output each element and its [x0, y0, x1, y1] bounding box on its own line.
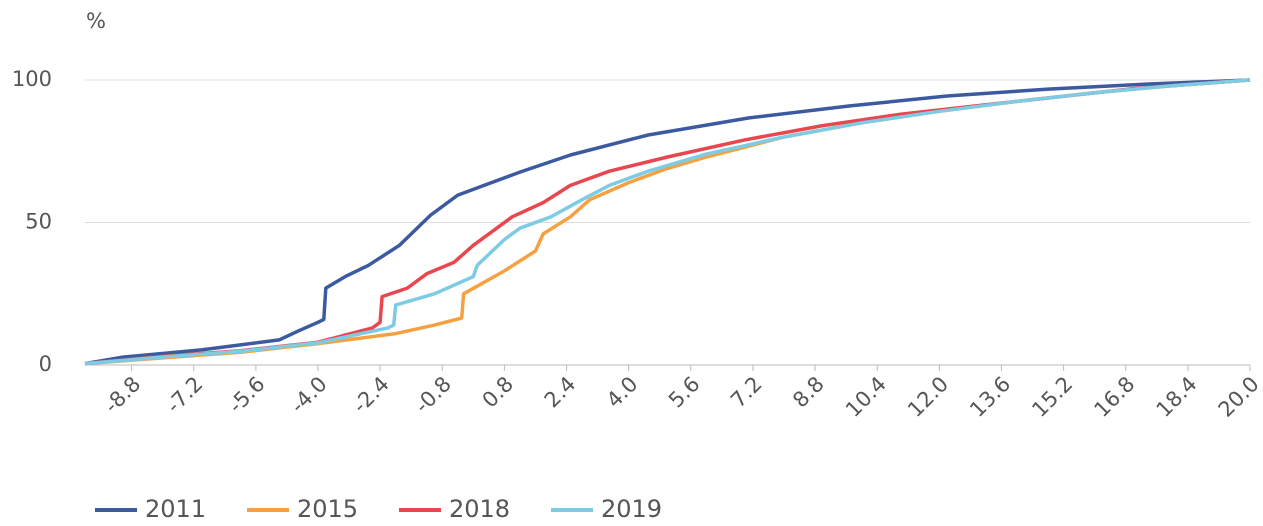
x-tick-label: 5.6	[664, 372, 705, 413]
x-tick-label: -8.8	[99, 372, 145, 418]
x-tick-label: 8.8	[788, 372, 829, 413]
x-tick-label: 2.4	[540, 372, 581, 413]
x-tick-label: 16.8	[1089, 372, 1139, 422]
y-tick-label: 50	[25, 210, 52, 234]
line	[84, 78, 1251, 366]
x-tick-label: 4.0	[602, 372, 643, 413]
x-tick-label: 20.0	[1214, 372, 1263, 422]
line	[84, 78, 1251, 366]
line	[84, 78, 1251, 366]
y-tick-label: 100	[12, 67, 52, 91]
x-tick-label: -2.4	[348, 372, 394, 418]
x-tick-label: -5.6	[224, 372, 270, 418]
legend-label: 2018	[449, 495, 510, 522]
y-tick-label: 0	[39, 352, 52, 376]
legend-label: 2015	[297, 495, 358, 522]
y-axis-label: %	[86, 9, 106, 33]
legend-label: 2011	[145, 495, 206, 522]
x-tick-label: -7.2	[162, 372, 208, 418]
x-tick-label: 10.4	[841, 372, 891, 422]
legend-label: 2019	[601, 495, 662, 522]
x-tick-label: 12.0	[903, 372, 953, 422]
x-tick-label: 15.2	[1027, 372, 1077, 422]
x-tick-label: 18.4	[1152, 372, 1202, 422]
x-tick-label: -0.8	[410, 372, 456, 418]
x-tick-label: 0.8	[478, 372, 519, 413]
x-tick-label: 7.2	[726, 372, 767, 413]
x-tick-label: -4.0	[286, 372, 332, 418]
x-tick-label: 13.6	[965, 372, 1015, 422]
line	[84, 78, 1251, 366]
